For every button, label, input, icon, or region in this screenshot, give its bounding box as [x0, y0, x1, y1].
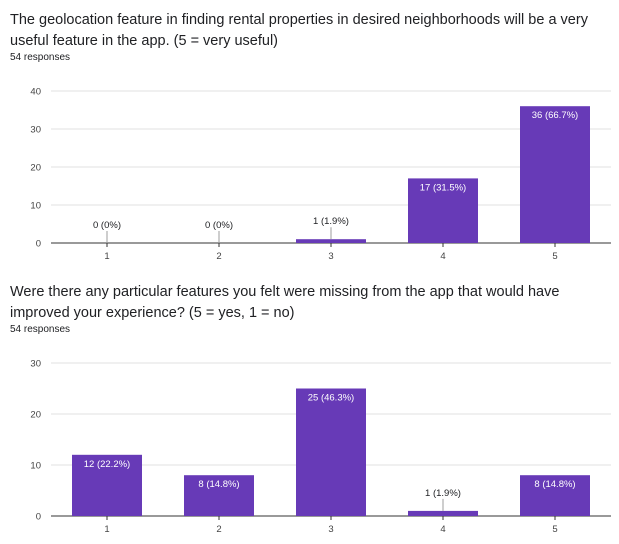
- y-tick-label: 20: [30, 163, 41, 174]
- y-tick-label: 0: [36, 239, 41, 250]
- data-label: 0 (0%): [205, 220, 233, 231]
- bar-chart-missing-features: 0 10 20 30 1 12 (22.2%) 2 8 (14.8%) 3 25 (46.3%) 4…: [30, 359, 611, 535]
- chart-card-missing-features: Were there any particular features you f…: [0, 272, 619, 542]
- chart-title: The geolocation feature in finding renta…: [10, 12, 588, 49]
- x-tick-label: 4: [440, 251, 445, 262]
- y-tick-label: 10: [30, 461, 41, 472]
- y-tick-label: 0: [36, 512, 41, 523]
- data-label: 8 (14.8%): [198, 479, 239, 490]
- y-tick-label: 20: [30, 410, 41, 421]
- data-label: 17 (31.5%): [420, 182, 466, 193]
- x-tick-label: 1: [104, 251, 109, 262]
- bar-chart-geolocation: 0 10 20 30 40 1 0 (0%) 2 0 (0%) 3 1 (1.9%) 4 17 (31.…: [30, 87, 611, 262]
- bar-5: [520, 475, 590, 516]
- bar-3: [296, 239, 366, 243]
- y-tick-label: 30: [30, 359, 41, 370]
- bar-1: [72, 454, 142, 516]
- response-count: 54 responses: [10, 324, 71, 335]
- x-tick-label: 3: [328, 251, 333, 262]
- bar-4: [408, 178, 478, 243]
- x-tick-label: 2: [216, 251, 221, 262]
- x-tick-label: 4: [440, 524, 445, 535]
- data-label: 36 (66.7%): [532, 110, 578, 121]
- y-tick-label: 10: [30, 201, 41, 212]
- data-label: 12 (22.2%): [84, 459, 130, 470]
- bar-3: [296, 388, 366, 516]
- data-label: 0 (0%): [93, 220, 121, 231]
- response-count: 54 responses: [10, 52, 71, 63]
- data-label: 1 (1.9%): [425, 488, 461, 499]
- data-label: 25 (46.3%): [308, 393, 354, 404]
- chart-title: Were there any particular features you f…: [10, 284, 560, 321]
- x-tick-label: 5: [552, 524, 557, 535]
- bar-2: [184, 475, 254, 516]
- x-tick-label: 2: [216, 524, 221, 535]
- bar-5: [520, 106, 590, 243]
- data-label: 8 (14.8%): [534, 479, 575, 490]
- x-tick-label: 3: [328, 524, 333, 535]
- chart-card-geolocation: The geolocation feature in finding renta…: [0, 0, 619, 268]
- bar-4: [408, 510, 478, 516]
- y-tick-label: 30: [30, 125, 41, 136]
- x-tick-label: 1: [104, 524, 109, 535]
- y-tick-label: 40: [30, 87, 41, 98]
- data-label: 1 (1.9%): [313, 216, 349, 227]
- x-tick-label: 5: [552, 251, 557, 262]
